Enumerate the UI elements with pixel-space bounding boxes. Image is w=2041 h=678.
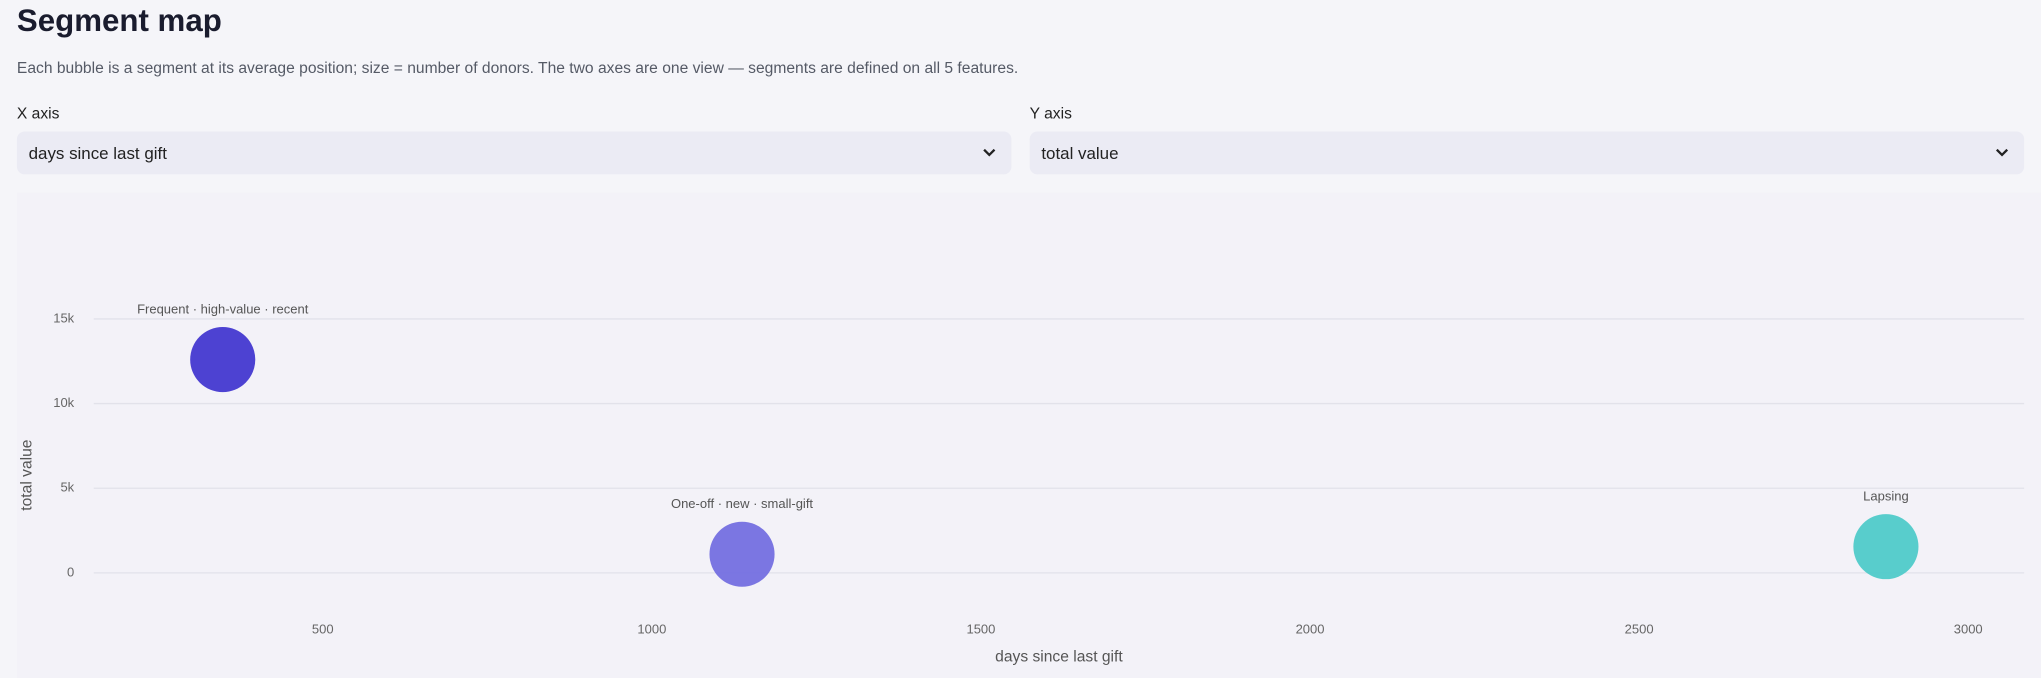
bubble [709, 521, 775, 587]
y-select-label: Y axis [1029, 104, 1072, 123]
x-tick-label: 500 [312, 621, 334, 636]
bubble [190, 327, 256, 393]
chevron [1995, 148, 2009, 157]
x-tick-label: 2000 [1296, 621, 1325, 636]
bubble-label: Lapsing [1863, 489, 1909, 504]
x-tick-label: 1000 [637, 621, 666, 636]
y-axis-title: total value [18, 440, 35, 511]
bubble-label: One-off · new · small-gift [671, 496, 813, 511]
x-tick-label: 3000 [1954, 621, 1983, 636]
page-title: Segment map [16, 3, 222, 40]
y-tick-label: 15k [53, 310, 74, 325]
x-select-label: X axis [16, 104, 60, 123]
x-axis-title: days since last gift [995, 648, 1123, 665]
bubble-label: Frequent · high-value · recent [137, 302, 309, 317]
bubble [1853, 514, 1919, 580]
chevron [983, 148, 996, 157]
x-select-value: days since last gift [28, 143, 167, 163]
x-tick-label: 2500 [1625, 621, 1654, 636]
y-tick-label: 5k [60, 480, 74, 495]
chart-background [16, 192, 2041, 678]
x-select[interactable]: days since last gift [16, 131, 1012, 175]
y-select-value: total value [1041, 143, 1119, 163]
y-select[interactable]: total value [1029, 131, 2025, 175]
x-tick-label: 1500 [966, 621, 995, 636]
page-subtitle: Each bubble is a segment at its average … [16, 58, 1019, 77]
y-tick-label: 0 [67, 564, 74, 579]
chart: 0 5k 10k 15k 500 1000 1500 2000 2500 3000 days sin… [16, 192, 2041, 678]
y-tick-label: 10k [53, 395, 74, 410]
